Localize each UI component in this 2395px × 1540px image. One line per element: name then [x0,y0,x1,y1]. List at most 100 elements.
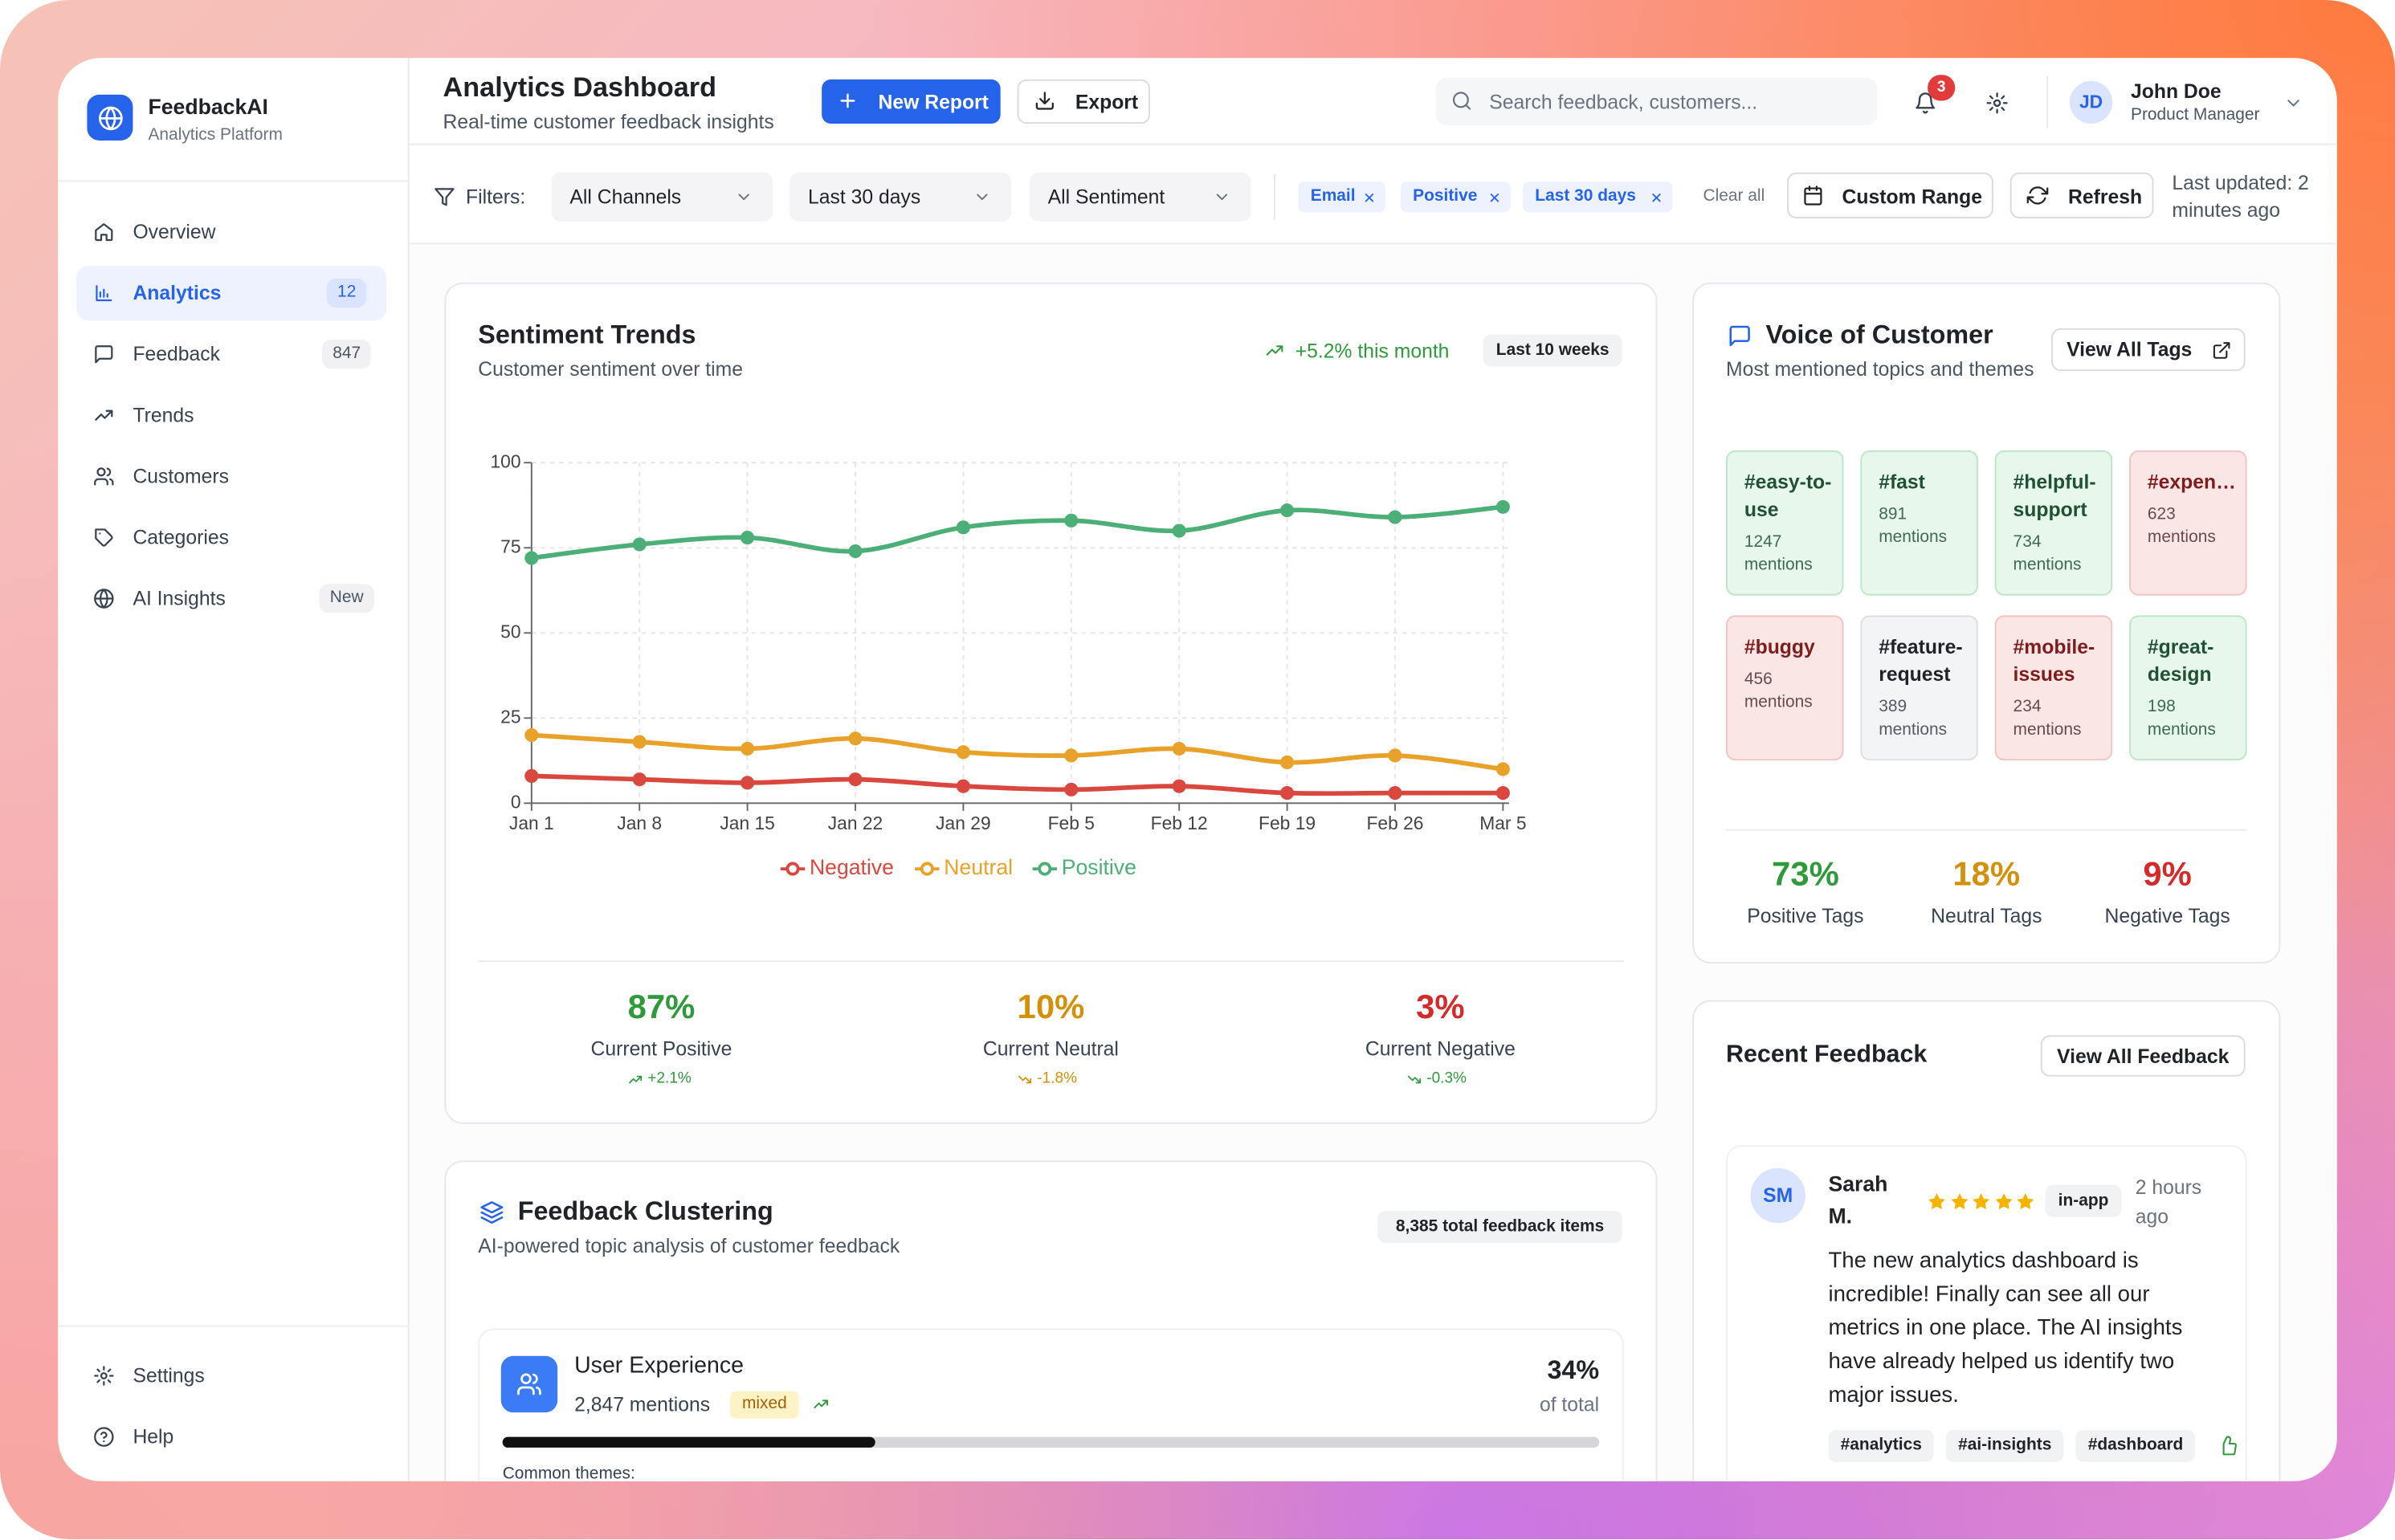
cluster-share: 34% [1547,1355,1600,1385]
range-badge [1483,334,1622,367]
clear-all[interactable]: Clear all [1703,186,1765,206]
tag-mentions: 389 mentions [1879,698,1948,739]
calendar-icon [1804,185,1822,206]
reviewer-name: Sarah M. [1828,1171,1888,1228]
card-title: Recent Feedback [1726,1041,1928,1069]
data-point [1172,524,1186,538]
feedback-text: The new analytics dashboard is incredibl… [1828,1249,2183,1408]
data-point [1064,513,1079,528]
tag-card[interactable] [1726,615,1844,761]
tag-name: #fast [1879,470,1925,494]
nav-badge: 12 [326,278,367,308]
series-line [531,732,1504,772]
tag-card[interactable] [1860,450,1978,596]
feedback-time: 2 hours ago [2135,1175,2202,1228]
nav-badge: 847 [321,339,372,369]
data-point [632,735,647,749]
filter-select[interactable] [789,172,1011,222]
tag-card[interactable] [2129,615,2247,761]
stat-label: Current Neutral [982,1037,1119,1061]
bell-icon [1915,92,1935,113]
legend-marker [1038,862,1052,876]
search-box[interactable] [1435,77,1878,125]
trend-icon [1265,344,1283,355]
chip-label: Last 30 days [1535,186,1636,206]
tag-card[interactable] [1994,615,2113,761]
chip-remove [1489,193,1499,202]
legend-label: Positive [1062,855,1136,879]
tag-name: #feature-request [1879,635,1963,686]
nav-label: Settings [133,1363,205,1387]
data-point [1495,762,1510,776]
nav-icon [96,285,112,302]
view-all-feedback-button[interactable] [2040,1035,2246,1077]
divider [2046,76,2049,128]
layers-icon [480,1201,504,1224]
user-role: Product Manager [2130,105,2260,124]
last-updated: Last updated: 2 minutes ago [2172,171,2309,222]
tag-card[interactable] [1994,450,2113,596]
filter-chip[interactable] [1523,181,1673,213]
filter-chip[interactable] [1298,181,1385,213]
share-caption: of total [1539,1392,1600,1416]
stat-value: 87% [627,988,696,1026]
rating-star [1995,1193,2012,1209]
data-point [1388,510,1402,524]
filter-chip[interactable] [1400,181,1511,213]
filter-select[interactable] [551,172,773,222]
tag-name: #expen… [2147,470,2236,494]
tag-card[interactable] [2129,450,2247,596]
tag-mentions: 1247 mentions [1744,532,1813,575]
filter-select[interactable] [1029,172,1251,222]
cluster-icon-box [500,1355,558,1413]
range-label: Last 10 weeks [1495,340,1610,359]
nav-label: Analytics [133,281,222,304]
data-point [1280,755,1295,770]
search-placeholder: Search feedback, customers... [1489,90,1758,114]
tag-card[interactable] [1860,615,1978,761]
chip-label: Email [1310,186,1356,206]
chip-remove [1651,193,1660,202]
nav-label: Overview [133,220,216,243]
nav-item[interactable] [76,510,386,564]
export-button[interactable] [1017,79,1151,124]
stat-value: 73% [1772,854,1839,894]
tag-card[interactable] [1726,450,1844,596]
y-tick-label: 75 [500,536,520,556]
nav-icon [95,528,113,547]
x-tick-label: Feb 12 [1151,813,1208,833]
nav-icon [94,589,114,609]
refresh-button[interactable] [2009,172,2154,218]
chevron-icon [2287,99,2299,106]
nav-item[interactable] [76,205,386,259]
nav-item[interactable] [76,449,386,503]
nav-icon [94,1366,114,1386]
nav-label: Customers [133,464,230,488]
card-subtitle: Most mentioned topics and themes [1726,357,2034,381]
data-point [848,544,863,559]
cluster-name: User Experience [574,1352,744,1379]
custom-range-button[interactable] [1787,172,1993,218]
data-point [1172,741,1186,756]
button-label: View All Tags [2067,337,2193,361]
divider [1726,829,2247,831]
nav-item[interactable] [76,1412,386,1461]
x-tick-label: Feb 19 [1259,813,1316,833]
select-label: All Channels [569,185,682,209]
users-icon [517,1373,541,1395]
change-icon [629,1075,643,1084]
page-subtitle: Real-time customer feedback insights [443,110,774,133]
data-point [1388,786,1402,801]
cluster-item [478,1328,1624,1481]
sentiment-card [444,282,1658,1124]
divider [58,1325,410,1327]
tag-mentions: 234 mentions [2013,698,2082,739]
data-point [741,530,755,545]
avatar-initials: SM [1763,1184,1793,1207]
download-icon [1035,92,1054,110]
sentiment-badge [730,1391,799,1419]
nav-item[interactable] [76,388,386,442]
tag-name: #mobile-issues [2013,635,2095,686]
nav-item[interactable] [76,1351,386,1400]
